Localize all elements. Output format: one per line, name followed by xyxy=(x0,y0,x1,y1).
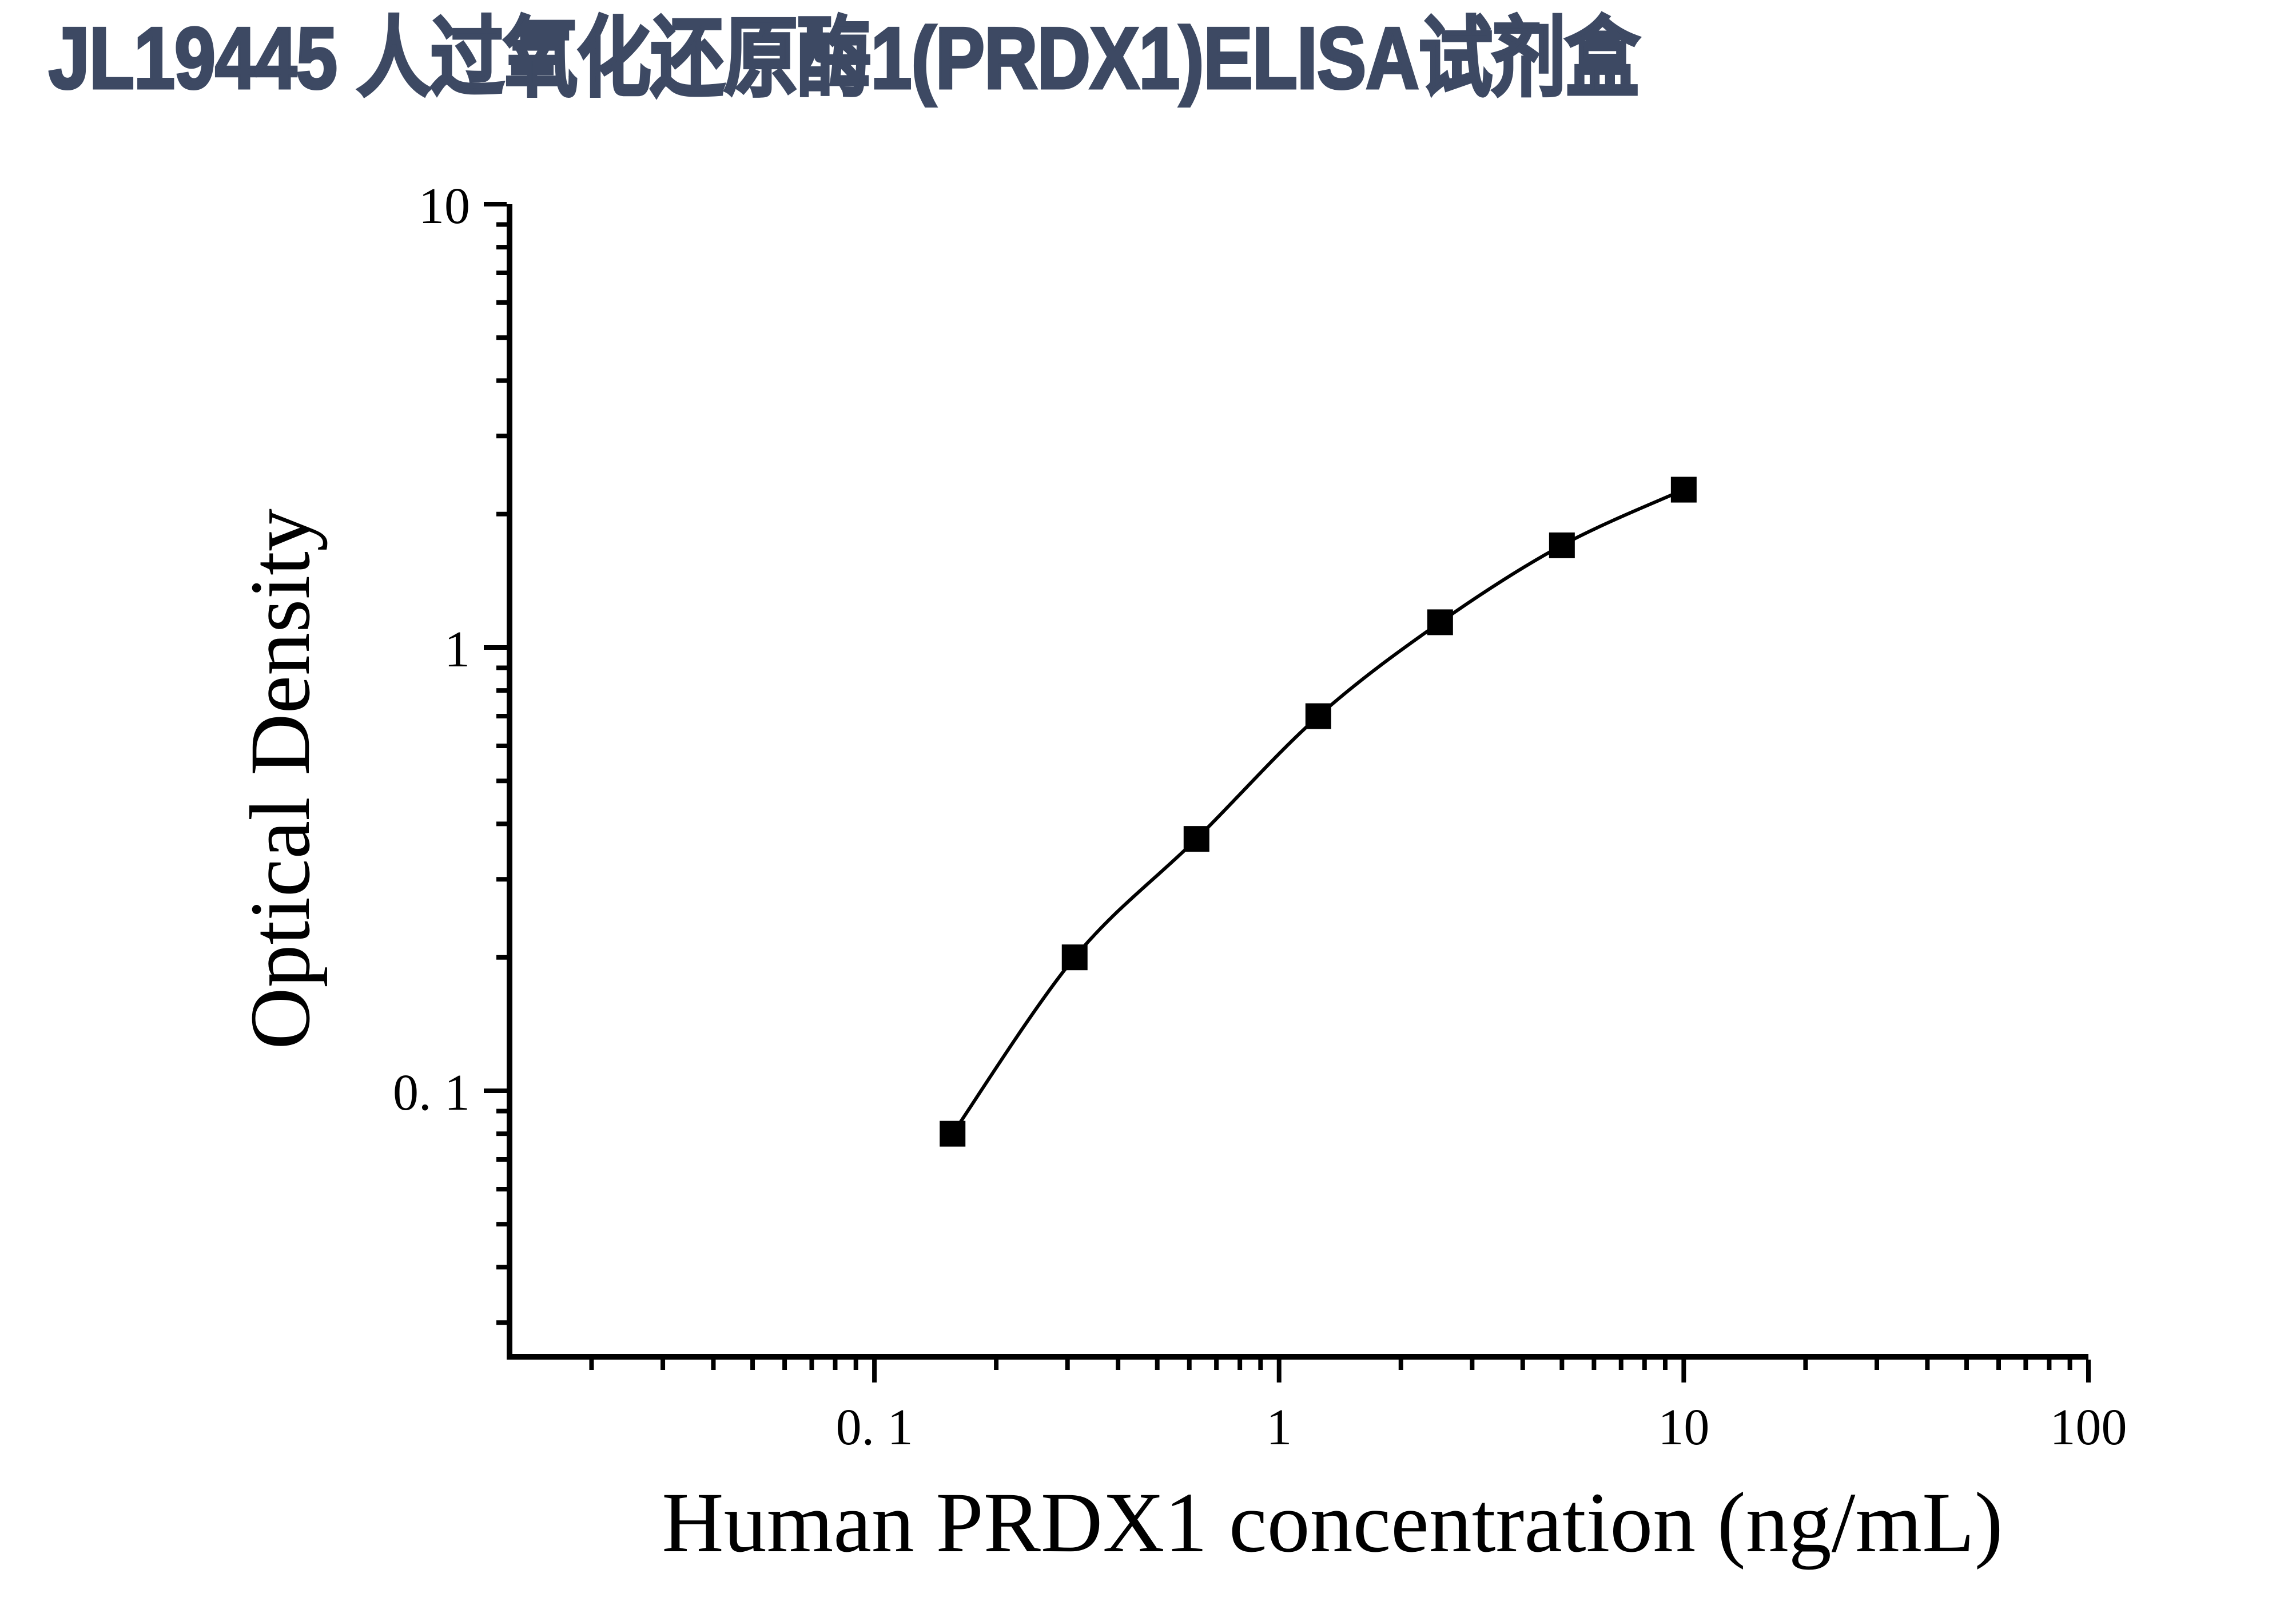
standard-curve-line xyxy=(951,488,1685,1135)
data-point-marker xyxy=(1061,944,1088,971)
data-point-marker xyxy=(1305,703,1331,729)
data-point-marker xyxy=(940,1121,966,1147)
data-point-marker xyxy=(1427,609,1453,635)
y-tick-label: 0. 1 xyxy=(393,1064,470,1121)
data-point-marker xyxy=(1183,826,1209,852)
y-tick-label: 1 xyxy=(444,621,470,678)
y-tick-label: 10 xyxy=(419,178,470,235)
y-axis-title: Optical Density xyxy=(233,508,328,1050)
page-title: JL19445 人过氧化还原酶1(PRDX1)ELISA试剂盒 xyxy=(47,9,1641,109)
x-tick-label: 1 xyxy=(1266,1399,1292,1456)
x-axis-title: Human PRDX1 concentration (ng/mL) xyxy=(662,1475,2003,1570)
x-tick-label: 100 xyxy=(2050,1399,2127,1456)
data-point-marker xyxy=(1670,476,1697,503)
x-tick-label: 10 xyxy=(1658,1399,1709,1456)
data-point-marker xyxy=(1549,532,1575,558)
x-tick-label: 0. 1 xyxy=(836,1399,913,1456)
chart-axes-and-series: 0. 1 1 10 100 10 1 0. 1 xyxy=(393,178,2127,1456)
